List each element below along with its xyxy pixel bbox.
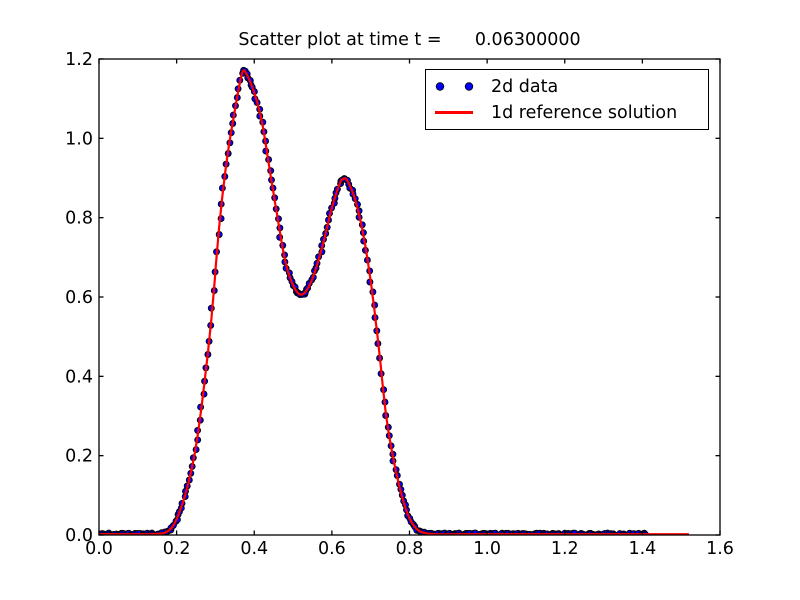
x-tick-label: 0.2 [163, 539, 191, 559]
x-tick-label: 1.6 [706, 539, 734, 559]
x-tick-label: 0.6 [318, 539, 346, 559]
y-tick-label: 0.2 [65, 447, 93, 467]
legend-label-reference: 1d reference solution [491, 102, 678, 123]
scatter-marker-icon [435, 82, 474, 91]
line-marker-icon [435, 111, 473, 114]
x-tick-label: 1.0 [473, 539, 501, 559]
y-tick-label: 1.0 [65, 129, 93, 149]
y-tick-label: 0.8 [65, 209, 93, 229]
y-tick-label: 0.4 [65, 367, 93, 387]
x-tick-label: 1.2 [551, 539, 579, 559]
y-tick-label: 0.6 [65, 288, 93, 308]
legend-entry-2d-data: 2d data [426, 74, 708, 99]
legend-entry-reference: 1d reference solution [426, 100, 708, 125]
x-tick-label: 0.8 [396, 539, 424, 559]
x-tick-label: 0.4 [240, 539, 268, 559]
reference-line [99, 69, 690, 536]
plot-title: Scatter plot at time t = 0.06300000 [238, 30, 581, 50]
scatter-series [99, 66, 649, 536]
y-tick-label: 0.0 [65, 526, 93, 546]
legend-label-2d-data: 2d data [491, 76, 559, 97]
legend-box: 2d data 1d reference solution [425, 69, 709, 130]
y-tick-label: 1.2 [65, 50, 93, 70]
x-tick-label: 1.4 [628, 539, 656, 559]
x-tick-label: 0.0 [85, 539, 113, 559]
